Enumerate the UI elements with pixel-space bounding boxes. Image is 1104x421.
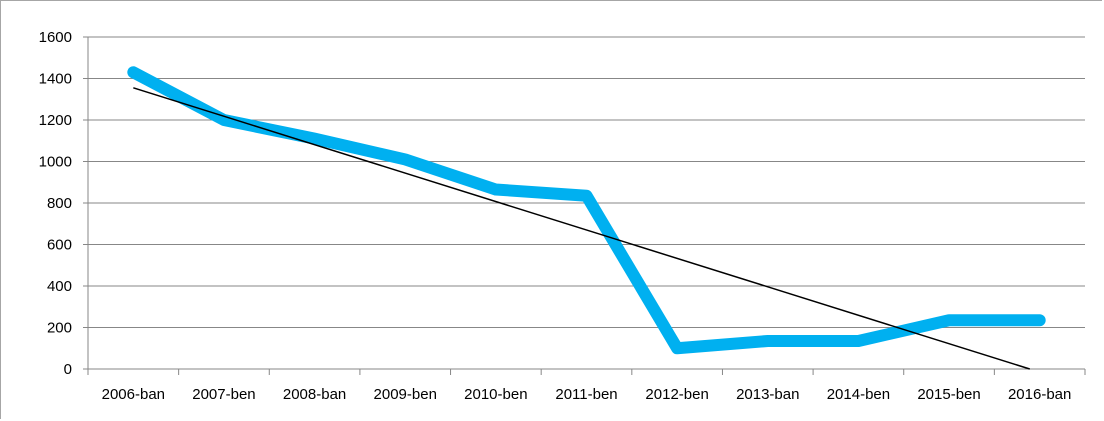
x-tick-label: 2015-ben bbox=[917, 386, 980, 403]
data-point bbox=[676, 347, 679, 350]
data-point bbox=[585, 194, 588, 197]
x-tick-label: 2010-ben bbox=[464, 386, 527, 403]
y-tick-label: 0 bbox=[64, 361, 72, 378]
gridlines bbox=[88, 36, 1085, 328]
y-tick-label: 1200 bbox=[39, 112, 72, 129]
y-tick-label: 1600 bbox=[39, 29, 72, 46]
x-axis-tick-labels: 2006-ban 2007-ben 2008-ban 2009-ben 2010-ben… bbox=[102, 386, 1072, 403]
trendline-group bbox=[133, 87, 1030, 370]
y-tick-label: 400 bbox=[47, 278, 72, 295]
x-tick-label: 2011-ben bbox=[555, 386, 617, 403]
data-point bbox=[1038, 319, 1041, 322]
series-line bbox=[127, 66, 1046, 355]
x-tick-label: 2009-ben bbox=[374, 386, 437, 403]
y-tick-label: 1400 bbox=[39, 71, 72, 88]
data-point bbox=[857, 339, 860, 342]
y-tick-label: 1000 bbox=[39, 154, 72, 171]
x-tick-label: 2006-ban bbox=[102, 386, 165, 403]
data-point bbox=[222, 119, 225, 121]
data-point bbox=[948, 319, 951, 322]
x-tick-label: 2007-ben bbox=[192, 386, 255, 403]
data-point bbox=[132, 71, 135, 74]
data-point bbox=[404, 158, 407, 161]
x-tick-label: 2012-ben bbox=[645, 386, 708, 403]
y-axis-tick-labels: 0 200 400 600 800 1000 1200 1400 1600 bbox=[39, 29, 72, 378]
series-group bbox=[127, 66, 1046, 355]
x-tick-label: 2008-ban bbox=[283, 386, 346, 403]
y-tick-label: 200 bbox=[47, 320, 72, 337]
x-tick-label: 2013-ban bbox=[736, 386, 799, 403]
y-tick-label: 800 bbox=[47, 195, 72, 212]
y-tick-label: 600 bbox=[47, 237, 72, 254]
data-point bbox=[766, 339, 769, 342]
data-point bbox=[313, 137, 316, 140]
trendline bbox=[133, 87, 1030, 370]
data-point bbox=[494, 188, 497, 191]
x-tick-label: 2014-ben bbox=[827, 386, 890, 403]
axes bbox=[83, 36, 1086, 375]
x-tick-label: 2016-ban bbox=[1008, 386, 1071, 403]
